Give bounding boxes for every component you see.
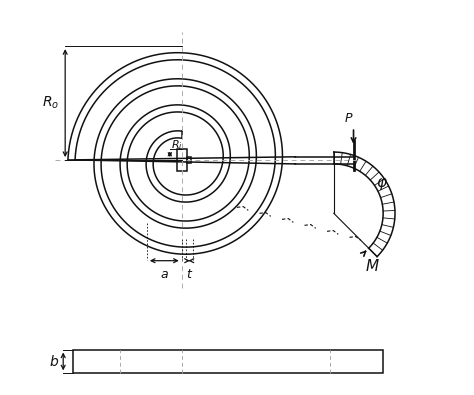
Text: $M$: $M$ bbox=[365, 258, 380, 274]
Text: $a$: $a$ bbox=[160, 268, 169, 281]
Text: $R_o$: $R_o$ bbox=[42, 95, 59, 111]
Text: $P$: $P$ bbox=[344, 112, 354, 125]
Text: $b$: $b$ bbox=[49, 354, 59, 369]
Text: $\varphi$: $\varphi$ bbox=[376, 177, 388, 192]
Text: $R_i$: $R_i$ bbox=[171, 139, 182, 152]
Text: $t$: $t$ bbox=[185, 268, 193, 281]
